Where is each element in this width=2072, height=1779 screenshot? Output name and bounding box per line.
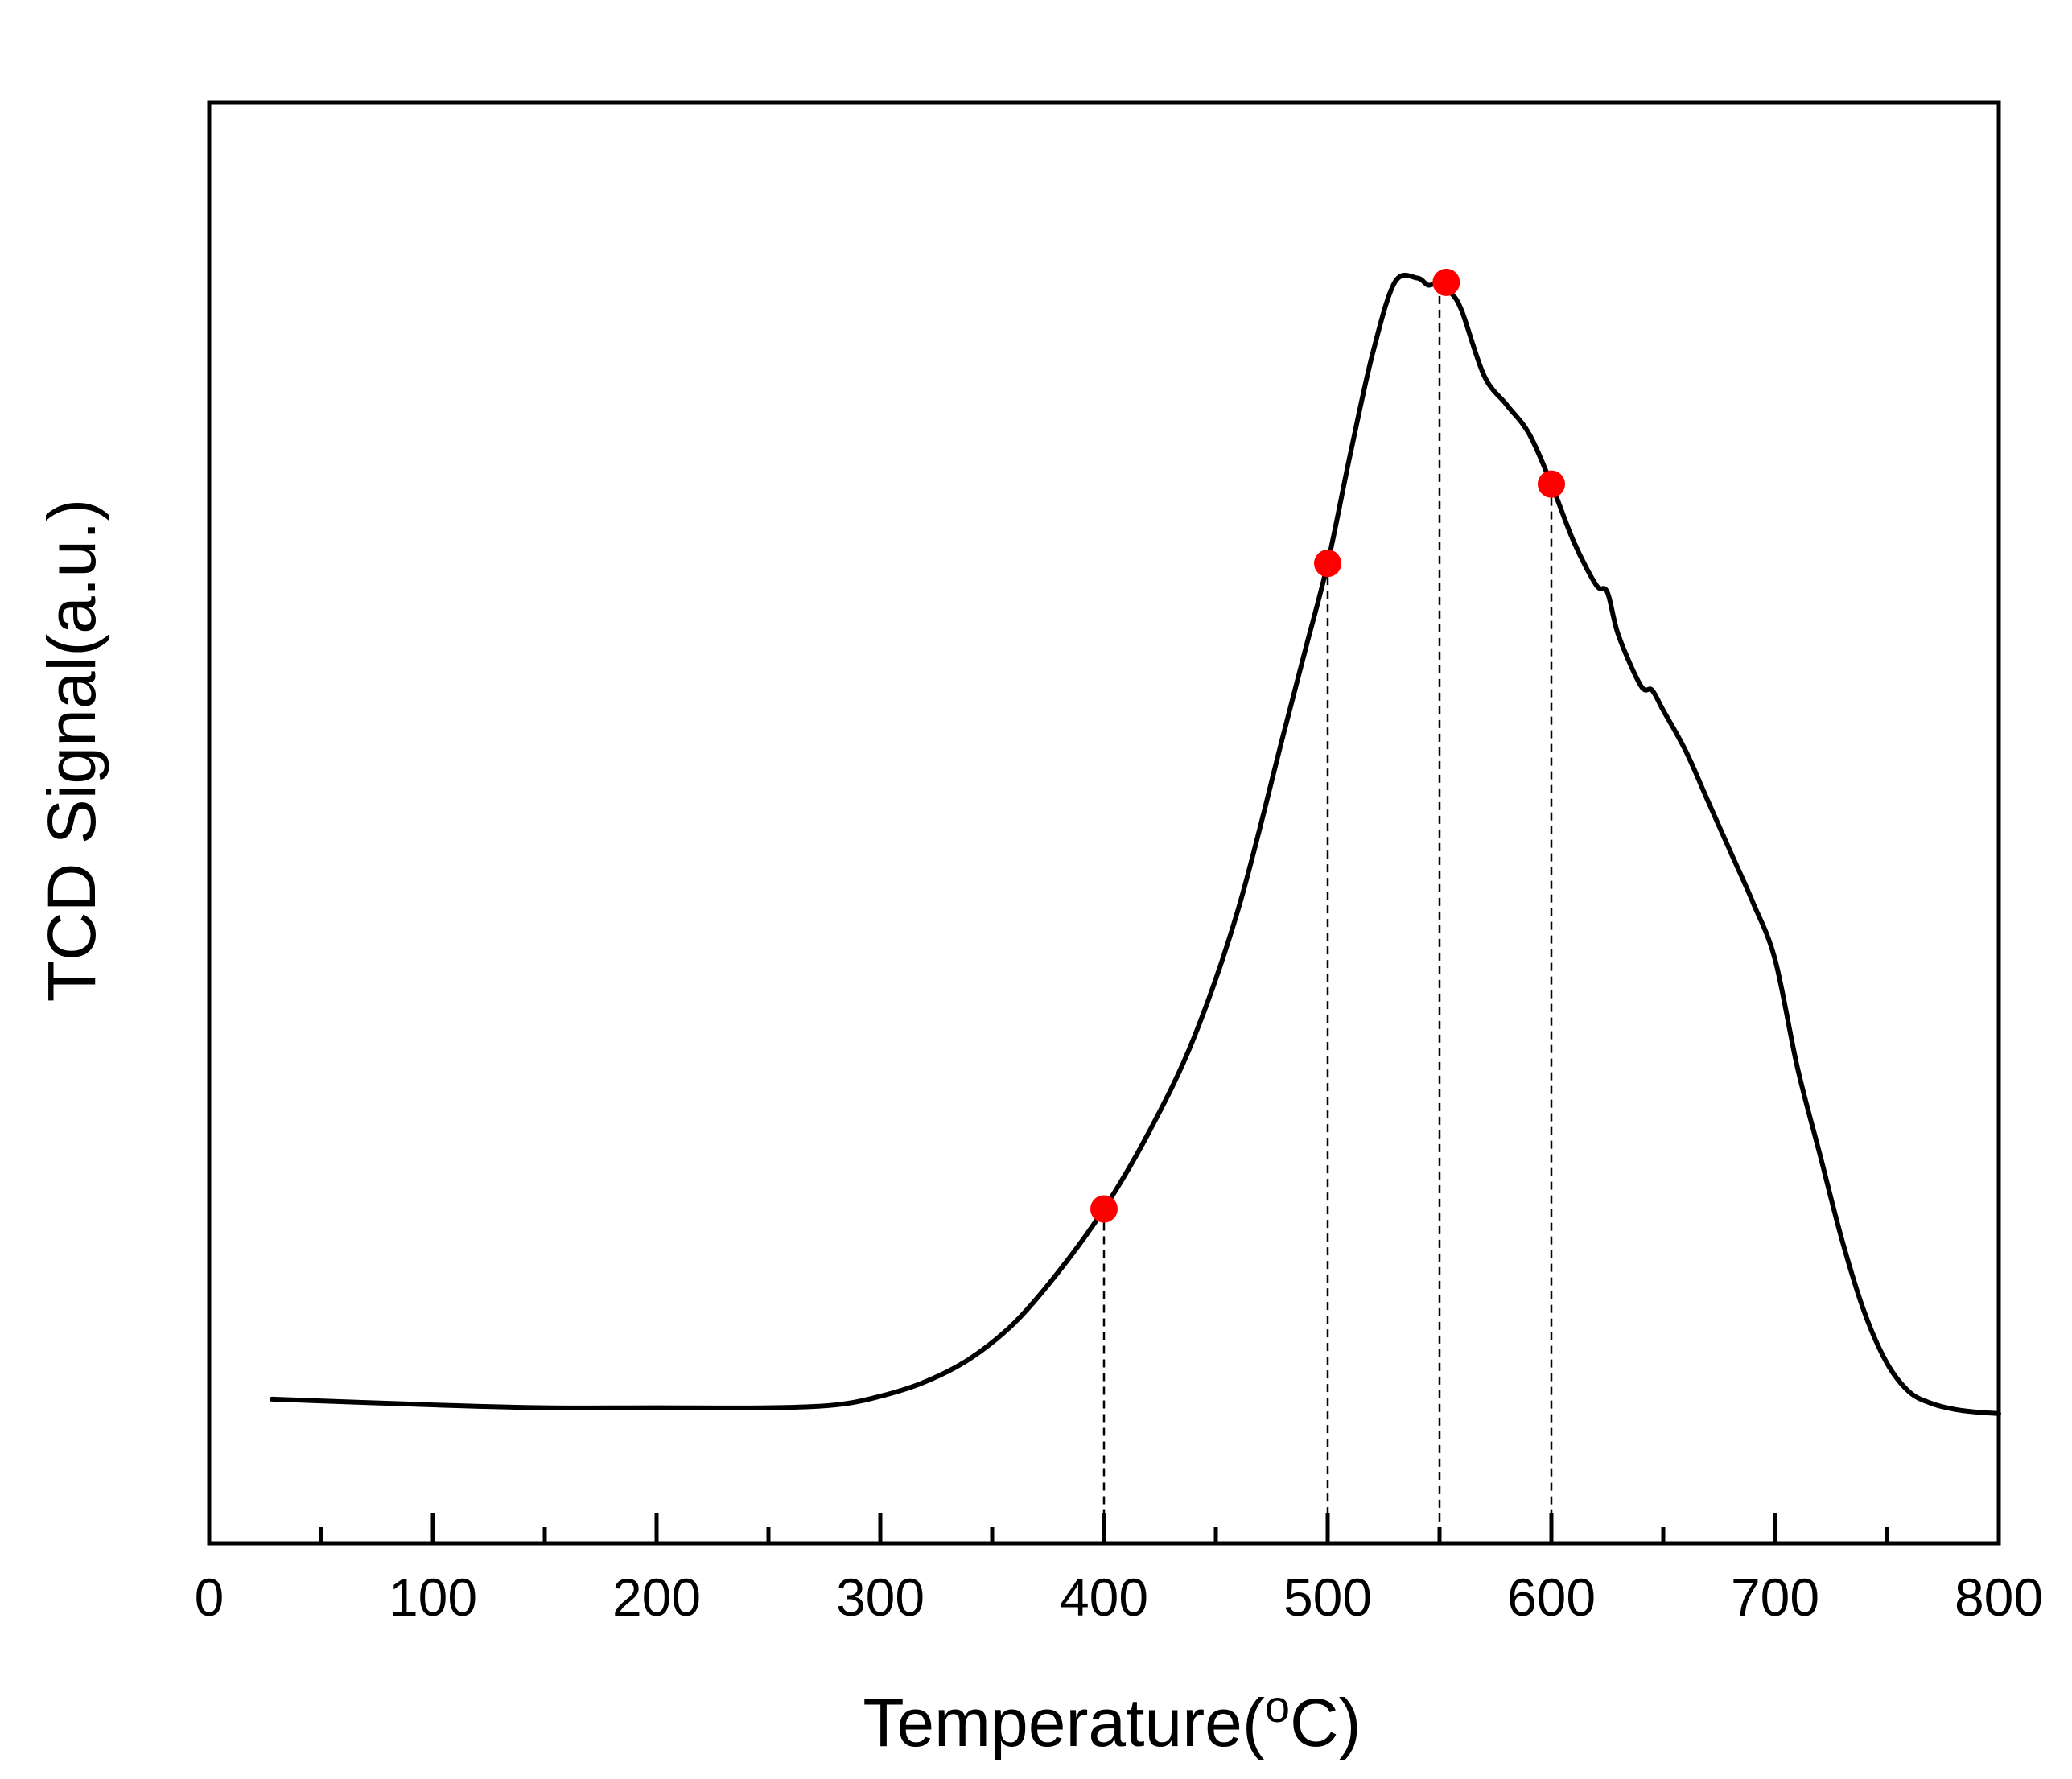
x-axis-ticks xyxy=(207,1513,2001,1543)
plot-frame xyxy=(207,100,2001,1546)
highlight-point-4 xyxy=(1538,470,1565,498)
y-axis-title: TCD Signal(a.u.) xyxy=(34,499,109,1003)
x-tick-label-400: 400 xyxy=(1060,1567,1148,1627)
x-tick-label-700: 700 xyxy=(1731,1567,1819,1627)
x-tick-label-500: 500 xyxy=(1283,1567,1372,1627)
x-tick-label-0: 0 xyxy=(195,1567,225,1627)
x-tick-label-300: 300 xyxy=(836,1567,925,1627)
x-axis-title-degree: o xyxy=(1265,1681,1290,1732)
highlight-markers xyxy=(1090,268,1565,1223)
series-line-tcd-signal xyxy=(269,273,2001,1416)
highlight-point-1 xyxy=(1090,1195,1118,1223)
highlight-point-2 xyxy=(1314,550,1341,578)
x-tick-label-800: 800 xyxy=(1955,1567,2043,1627)
x-axis-title-unit: C) xyxy=(1290,1685,1361,1760)
x-tick-label-200: 200 xyxy=(612,1567,701,1627)
highlight-point-3 xyxy=(1432,268,1460,296)
x-axis-title: Temperature(oC) xyxy=(863,1681,1361,1760)
x-axis-title-main: Temperature( xyxy=(863,1685,1265,1760)
x-tick-label-100: 100 xyxy=(389,1567,477,1627)
x-axis-tick-labels: 0 100 200 300 400 500 600 700 800 xyxy=(195,1567,2043,1627)
x-tick-label-600: 600 xyxy=(1507,1567,1596,1627)
guide-lines xyxy=(1102,282,1553,1543)
